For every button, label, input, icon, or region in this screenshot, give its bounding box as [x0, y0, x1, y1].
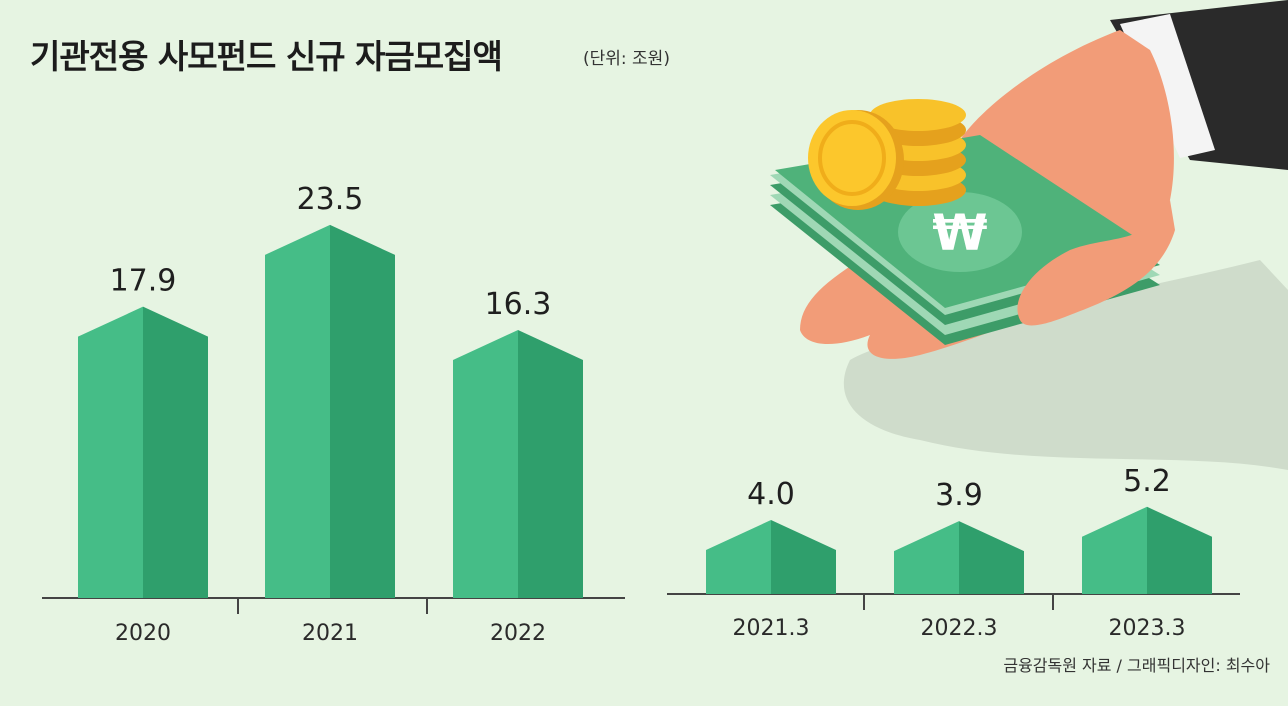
bar	[78, 306, 143, 598]
chart-title: 기관전용 사모펀드 신규 자금모집액	[30, 37, 503, 76]
bar-shade	[518, 330, 583, 598]
category-label: 2022	[490, 621, 546, 646]
bar	[453, 330, 518, 598]
source-credit: 금융감독원 자료 / 그래픽디자인: 최수아	[1003, 656, 1270, 675]
bar	[894, 521, 959, 594]
bar-shade	[143, 306, 208, 598]
bar	[1082, 506, 1147, 594]
category-label: 2021.3	[733, 616, 810, 641]
bar-value-label: 5.2	[1123, 464, 1171, 499]
category-label: 2022.3	[921, 616, 998, 641]
bar-shade	[330, 224, 395, 598]
bar-shade	[959, 521, 1024, 594]
unit-label: (단위: 조원)	[583, 49, 670, 69]
bar	[706, 520, 771, 594]
bar-shade	[1147, 506, 1212, 594]
category-label: 2021	[302, 621, 358, 646]
won-icon: ₩	[932, 204, 987, 262]
coin-stack-icon	[808, 99, 966, 210]
category-label: 2023.3	[1109, 616, 1186, 641]
bar-shade	[771, 520, 836, 594]
bar	[265, 224, 330, 598]
bar-value-label: 17.9	[110, 264, 177, 299]
bar-value-label: 3.9	[935, 478, 983, 513]
bar-value-label: 23.5	[297, 182, 364, 217]
money-hand-illustration: ₩	[770, 0, 1288, 470]
bar-value-label: 16.3	[485, 287, 552, 322]
bar-value-label: 4.0	[747, 477, 795, 512]
category-label: 2020	[115, 621, 171, 646]
